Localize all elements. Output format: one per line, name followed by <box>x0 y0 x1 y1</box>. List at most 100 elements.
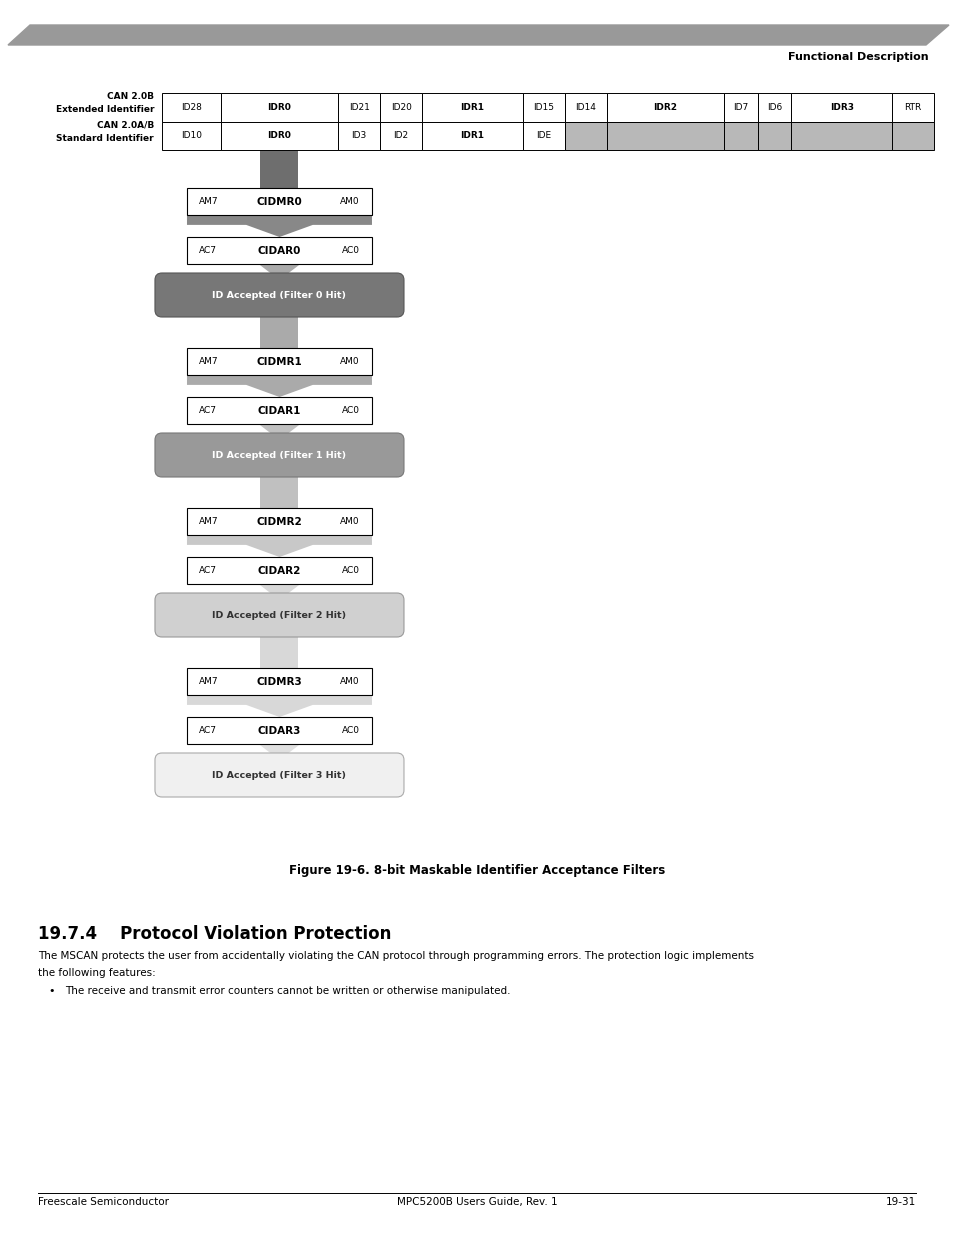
Text: CAN 2.0B: CAN 2.0B <box>107 91 153 101</box>
Bar <box>260 310 298 348</box>
Bar <box>220 93 338 121</box>
Bar <box>162 121 220 149</box>
Bar <box>187 718 372 743</box>
Text: AC7: AC7 <box>199 726 216 735</box>
Text: AC7: AC7 <box>199 406 216 415</box>
Bar <box>564 93 606 121</box>
Bar <box>338 93 380 121</box>
Text: ID15: ID15 <box>533 103 554 111</box>
Text: ID10: ID10 <box>181 131 202 141</box>
Bar <box>891 121 933 149</box>
Bar <box>220 121 338 149</box>
Text: Figure 19-6. 8-bit Maskable Identifier Acceptance Filters: Figure 19-6. 8-bit Maskable Identifier A… <box>289 864 664 877</box>
Bar <box>260 471 298 508</box>
Text: Functional Description: Functional Description <box>787 52 928 62</box>
Text: AC0: AC0 <box>341 246 359 254</box>
Bar <box>421 121 522 149</box>
Text: CIDAR0: CIDAR0 <box>257 246 301 256</box>
Bar <box>187 508 372 535</box>
Text: IDR0: IDR0 <box>267 103 291 111</box>
Text: AM7: AM7 <box>199 357 218 366</box>
Bar <box>791 93 891 121</box>
Text: AM0: AM0 <box>340 198 359 206</box>
Bar <box>522 93 564 121</box>
Text: IDR3: IDR3 <box>829 103 853 111</box>
Bar <box>421 93 522 121</box>
FancyBboxPatch shape <box>154 273 403 317</box>
Text: ID14: ID14 <box>575 103 596 111</box>
Text: ID Accepted (Filter 3 Hit): ID Accepted (Filter 3 Hit) <box>213 771 346 779</box>
Polygon shape <box>258 264 300 280</box>
Text: AM7: AM7 <box>199 517 218 526</box>
FancyBboxPatch shape <box>154 433 403 477</box>
Text: AC0: AC0 <box>341 726 359 735</box>
Bar <box>606 93 723 121</box>
Text: ID Accepted (Filter 1 Hit): ID Accepted (Filter 1 Hit) <box>213 451 346 459</box>
Text: ID Accepted (Filter 2 Hit): ID Accepted (Filter 2 Hit) <box>213 610 346 620</box>
Text: AC7: AC7 <box>199 566 216 576</box>
Bar <box>187 396 372 424</box>
Text: RTR: RTR <box>903 103 921 111</box>
Bar <box>260 149 298 188</box>
Text: CIDMR3: CIDMR3 <box>256 677 302 687</box>
Text: the following features:: the following features: <box>38 968 155 978</box>
Text: AM0: AM0 <box>340 677 359 685</box>
Text: ID21: ID21 <box>349 103 369 111</box>
Bar <box>606 121 723 149</box>
Bar <box>187 237 372 264</box>
Polygon shape <box>187 535 372 557</box>
Bar <box>338 121 380 149</box>
Text: ID28: ID28 <box>181 103 202 111</box>
Text: IDR1: IDR1 <box>460 131 484 141</box>
Bar <box>791 121 891 149</box>
Text: CIDMR0: CIDMR0 <box>256 196 302 206</box>
Bar <box>723 121 757 149</box>
FancyBboxPatch shape <box>154 753 403 797</box>
Polygon shape <box>258 743 300 760</box>
Bar <box>522 121 564 149</box>
Text: AM7: AM7 <box>199 677 218 685</box>
Bar <box>187 668 372 695</box>
Polygon shape <box>258 424 300 440</box>
Text: ID20: ID20 <box>391 103 411 111</box>
Text: 19.7.4    Protocol Violation Protection: 19.7.4 Protocol Violation Protection <box>38 925 391 944</box>
Polygon shape <box>8 25 948 44</box>
Text: Extended Identifier: Extended Identifier <box>55 105 153 115</box>
Text: CIDMR1: CIDMR1 <box>256 357 302 367</box>
Polygon shape <box>258 584 300 600</box>
Polygon shape <box>187 375 372 396</box>
Text: AC7: AC7 <box>199 246 216 254</box>
Text: ID3: ID3 <box>352 131 367 141</box>
Bar <box>380 93 421 121</box>
Text: ID7: ID7 <box>733 103 748 111</box>
Text: The MSCAN protects the user from accidentally violating the CAN protocol through: The MSCAN protects the user from acciden… <box>38 951 753 961</box>
Text: IDR0: IDR0 <box>267 131 291 141</box>
Text: ID2: ID2 <box>394 131 408 141</box>
Bar <box>162 93 220 121</box>
Text: •: • <box>49 986 55 995</box>
Text: IDR2: IDR2 <box>653 103 677 111</box>
Text: ID Accepted (Filter 0 Hit): ID Accepted (Filter 0 Hit) <box>213 290 346 300</box>
Bar <box>564 121 606 149</box>
Bar <box>757 93 791 121</box>
Text: CIDMR2: CIDMR2 <box>256 516 302 526</box>
Text: AM0: AM0 <box>340 517 359 526</box>
Text: Freescale Semiconductor: Freescale Semiconductor <box>38 1197 169 1207</box>
Text: MPC5200B Users Guide, Rev. 1: MPC5200B Users Guide, Rev. 1 <box>396 1197 557 1207</box>
Text: IDE: IDE <box>536 131 551 141</box>
Polygon shape <box>187 215 372 237</box>
Text: Standard Identifier: Standard Identifier <box>56 133 153 143</box>
Polygon shape <box>187 695 372 718</box>
Text: 19-31: 19-31 <box>884 1197 915 1207</box>
Text: CIDAR2: CIDAR2 <box>257 566 301 576</box>
Text: CAN 2.0A/B: CAN 2.0A/B <box>96 121 153 130</box>
Bar <box>891 93 933 121</box>
Bar <box>723 93 757 121</box>
Bar <box>187 348 372 375</box>
Bar <box>757 121 791 149</box>
Text: AC0: AC0 <box>341 406 359 415</box>
Text: CIDAR1: CIDAR1 <box>257 405 301 415</box>
Text: IDR1: IDR1 <box>460 103 484 111</box>
Bar <box>260 630 298 668</box>
Text: The receive and transmit error counters cannot be written or otherwise manipulat: The receive and transmit error counters … <box>65 986 510 995</box>
